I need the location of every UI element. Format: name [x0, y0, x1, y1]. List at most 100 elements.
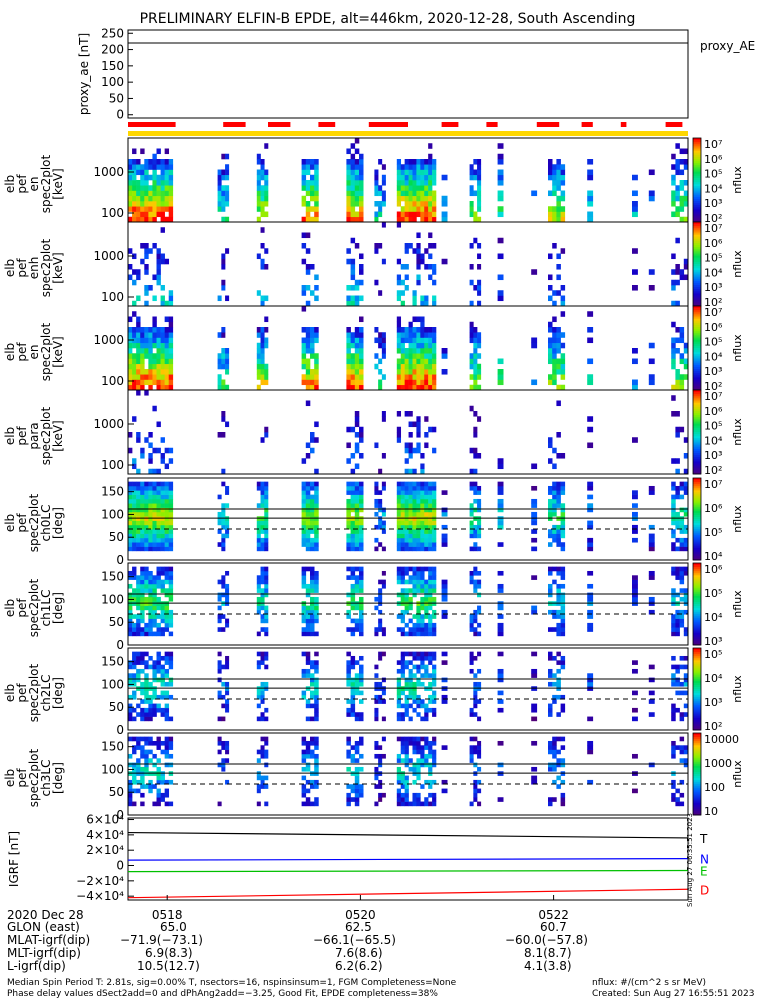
- spectrogram-pixel: [675, 327, 680, 333]
- spectrogram-pixel: [424, 416, 429, 422]
- spectrogram-pixel: [132, 169, 137, 176]
- pitch-angle-pixel: [404, 651, 409, 657]
- spectrogram-ylabel: spec2plot: [39, 322, 53, 381]
- spectrogram-pixel: [217, 332, 222, 338]
- spectrogram-pixel: [168, 348, 174, 354]
- pitch-angle-pixel: [648, 485, 655, 491]
- pitch-angle-pixel: [156, 503, 161, 508]
- spectrogram-pixel: [396, 164, 402, 170]
- spectrogram-pixel: [378, 190, 383, 197]
- spectrogram-ylabel: [keV]: [51, 420, 65, 451]
- spectrogram-pixel: [560, 363, 566, 370]
- pitch-angle-pixel: [354, 792, 360, 798]
- spectrogram-pixel: [473, 353, 478, 359]
- pitch-angle-pixel: [552, 627, 557, 632]
- spectrogram-pixel: [469, 206, 474, 212]
- spectrogram-pixel: [136, 379, 141, 386]
- pitch-angle-pixel: [346, 511, 351, 517]
- colorbar-segment: [693, 771, 701, 775]
- pitch-angle-pixel: [675, 707, 680, 713]
- pitch-angle-pixel: [552, 579, 557, 585]
- spectrogram-pixel: [408, 348, 413, 354]
- pitch-angle-pixel: [416, 627, 421, 632]
- pitch-angle-pixel: [260, 503, 265, 508]
- pitch-angle-pixel: [396, 542, 402, 547]
- spectrogram-pixel: [359, 437, 364, 443]
- spectrogram-pixel: [416, 379, 421, 386]
- pitch-angle-pixel: [221, 592, 226, 598]
- spectrogram-pixel: [314, 295, 319, 302]
- pitch-angle-pixel: [497, 542, 504, 547]
- colorbar-tick-label: 10⁴: [704, 266, 723, 279]
- spectrogram-pixel: [408, 358, 413, 365]
- pitch-angle-pixel: [378, 588, 383, 593]
- pitch-angle-pixel: [648, 542, 655, 547]
- spectrogram-pixel: [428, 337, 433, 344]
- spectrogram-pixel: [477, 353, 482, 359]
- pitch-angle-pixel: [381, 520, 386, 526]
- igrf-side-annotation: Sun Aug 27 06:35:51 2023: [686, 813, 694, 907]
- spectrogram-pixel: [400, 337, 405, 344]
- pitch-angle-pixel: [128, 537, 133, 543]
- spectrogram-pixel: [679, 206, 685, 212]
- spectrogram-pixel: [408, 332, 413, 338]
- pitch-angle-pixel: [156, 566, 161, 572]
- pitch-angle-pixel: [264, 753, 269, 759]
- pitch-angle-pixel: [548, 673, 553, 678]
- pitch-angle-pixel: [144, 784, 149, 789]
- spectrogram-pixel: [132, 185, 137, 191]
- spectrogram-pixel: [152, 379, 157, 386]
- spectrogram-pixel: [350, 300, 356, 307]
- pitch-angle-pixel: [260, 537, 265, 543]
- pitch-angle-pixel: [164, 703, 170, 709]
- pitch-angle-pixel: [305, 801, 311, 807]
- date-label: 2020 Dec 28: [7, 908, 84, 922]
- pitch-angle-pixel: [556, 758, 561, 763]
- pitch-angle-pixel: [396, 566, 402, 572]
- spectrogram-pixel: [221, 185, 226, 191]
- spectrogram-pixel: [359, 206, 364, 212]
- colorbar-segment: [693, 735, 701, 738]
- spectrogram-pixel: [156, 264, 161, 270]
- pitch-angle-pixel: [424, 609, 429, 615]
- spectrogram-pixel: [420, 164, 425, 170]
- pitch-angle-pixel: [531, 775, 538, 781]
- pitch-angle-pixel: [648, 677, 655, 683]
- spectrogram-pixel: [132, 332, 137, 338]
- spectrogram-pixel: [675, 159, 680, 165]
- spectrogram-pixel: [156, 274, 161, 281]
- spectrogram-pixel: [164, 300, 170, 307]
- pitch-angle-pixel: [420, 524, 425, 530]
- spectrogram-pixel: [428, 159, 433, 165]
- pitch-angle-pixel: [148, 529, 153, 534]
- pitch-angle-pixel: [156, 507, 161, 513]
- spectrogram-pixel: [225, 348, 230, 354]
- pitch-angle-pixel: [225, 596, 230, 602]
- pitch-angle-pixel: [416, 520, 421, 526]
- pitch-angle-pixel: [412, 533, 417, 539]
- spectrogram-pixel: [136, 195, 141, 202]
- pitch-angle-pixel: [473, 627, 478, 632]
- pitch-angle-pixel: [679, 494, 685, 500]
- spectrogram-pixel: [168, 216, 174, 223]
- spectrogram-pixel: [648, 269, 655, 275]
- pitch-angle-pixel: [136, 507, 141, 513]
- colorbar-label: nflux: [731, 675, 744, 703]
- pitch-angle-pixel: [148, 627, 153, 632]
- pitch-angle-pixel: [497, 503, 504, 508]
- pitch-angle-pixel: [260, 490, 265, 495]
- spectrogram-pixel: [132, 458, 137, 464]
- spectrogram-pixel: [148, 379, 153, 386]
- spectrogram-pixel: [152, 363, 157, 370]
- pitch-angle-pixel: [256, 579, 261, 585]
- colorbar-segment: [693, 541, 701, 545]
- pitch-angle-pixel: [314, 716, 319, 722]
- pitch-angle-pixel: [432, 546, 437, 552]
- pitch-angle-pixel: [428, 749, 433, 755]
- pitch-angle-pixel: [412, 570, 417, 576]
- spectrogram-pixel: [217, 432, 222, 438]
- pitch-angle-pixel: [225, 583, 230, 589]
- pitch-angle-pixel: [260, 681, 265, 687]
- spectrogram-pixel: [404, 447, 409, 454]
- colorbar-tick-label: 10³: [704, 696, 722, 709]
